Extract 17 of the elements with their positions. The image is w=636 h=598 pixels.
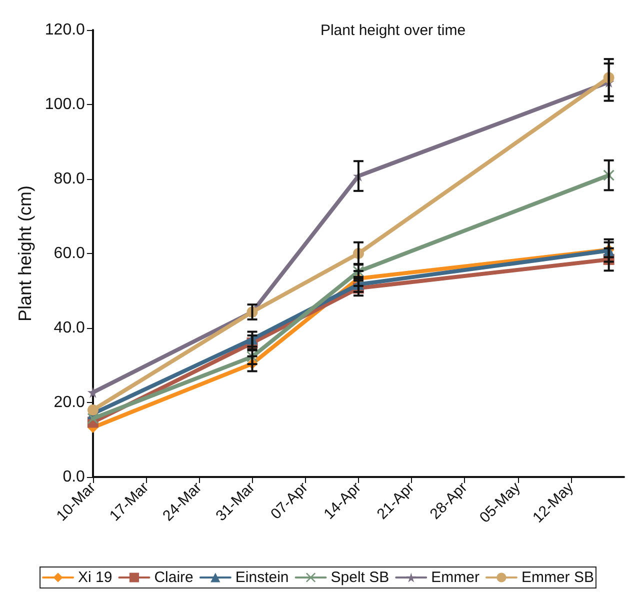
- point: [87, 404, 98, 416]
- chart-title: Plant height over time: [320, 22, 466, 39]
- legend-label: Emmer: [431, 569, 480, 586]
- legend-label: Claire: [154, 569, 194, 586]
- y-tick-label: 20.0: [54, 394, 86, 411]
- point: [87, 413, 98, 424]
- legend-label: Spelt SB: [330, 569, 390, 586]
- y-tick-label: 40.0: [54, 320, 86, 336]
- y-tick-label: 0.0: [62, 468, 86, 486]
- legend-label: Xi 19: [78, 569, 112, 586]
- y-tick-label: 60.0: [54, 245, 86, 262]
- y-tick-label: 80.0: [54, 170, 86, 188]
- y-tick-label: 120.0: [44, 22, 86, 38]
- legend-label: Emmer SB: [521, 569, 594, 586]
- y-tick-label: 100.0: [44, 96, 86, 113]
- legend-label: Einstein: [235, 569, 289, 586]
- y-axis-title: Plant height (cm): [15, 185, 35, 322]
